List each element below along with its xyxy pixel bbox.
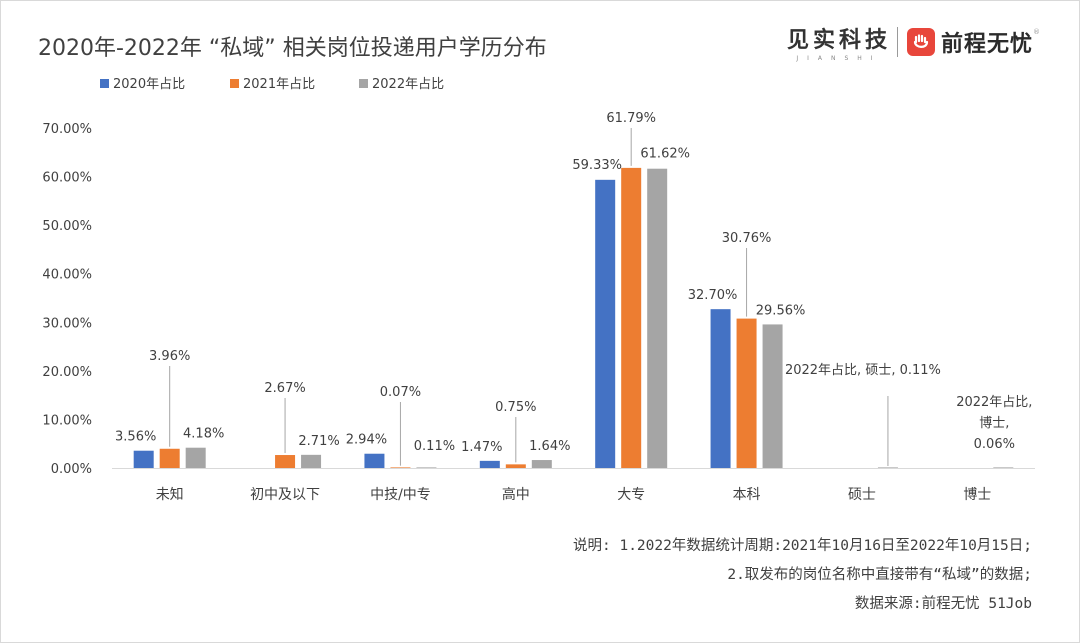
- data-label: 2.94%: [346, 433, 387, 448]
- legend-label: 2021年占比: [243, 77, 315, 92]
- data-label: 4.18%: [183, 427, 224, 442]
- bar: [595, 179, 616, 468]
- y-tick-label: 50.00%: [42, 219, 92, 234]
- x-category-label: 中技/中专: [370, 487, 431, 503]
- y-tick-label: 10.00%: [42, 413, 92, 428]
- bar: [647, 168, 668, 468]
- bar: [185, 447, 206, 468]
- bar: [993, 467, 1014, 468]
- bar: [505, 464, 526, 468]
- x-category-label: 博士: [963, 486, 991, 503]
- data-label: 61.62%: [640, 147, 690, 162]
- bar: [762, 324, 783, 468]
- data-label: 0.07%: [380, 385, 421, 400]
- bar: [301, 454, 322, 468]
- bar: [479, 460, 500, 468]
- x-category-label: 硕士: [848, 487, 876, 503]
- bar: [159, 448, 180, 468]
- x-category-label: 未知: [156, 486, 184, 503]
- data-label: 32.70%: [688, 288, 738, 303]
- brand-logos: 见实科技 JIANSHI 前程无忧 ®: [787, 22, 1040, 62]
- legend-swatch: [359, 79, 368, 88]
- qcwy-logo-text: 前程无忧: [940, 32, 1033, 57]
- bar: [416, 467, 437, 468]
- y-tick-label: 20.00%: [42, 365, 92, 380]
- data-label: 1.64%: [529, 439, 570, 454]
- y-tick-label: 40.00%: [42, 268, 92, 283]
- brand-separator: [896, 27, 898, 57]
- data-label: 0.11%: [414, 439, 455, 454]
- x-category-label: 高中: [502, 486, 530, 503]
- data-label: 59.33%: [572, 158, 622, 173]
- legend-swatch: [100, 79, 109, 88]
- data-label-callout: 2022年占比,: [956, 395, 1032, 410]
- jianshi-logo-subtext: JIANSHI: [796, 55, 882, 62]
- data-label: 1.47%: [461, 440, 502, 455]
- data-label: 0.75%: [495, 400, 536, 415]
- data-label-callout: 博士,: [979, 416, 1009, 431]
- bar: [877, 467, 898, 468]
- chart-title: 2020年-2022年 “私域” 相关岗位投递用户学历分布: [38, 36, 547, 61]
- data-label: 61.79%: [606, 111, 656, 126]
- y-tick-label: 70.00%: [42, 122, 92, 137]
- bar: [364, 453, 385, 468]
- bar: [275, 455, 296, 468]
- legend-swatch: [230, 79, 239, 88]
- note-line-source: 数据来源:前程无忧 51Job: [854, 596, 1032, 612]
- bar: [531, 460, 552, 468]
- data-label: 2.71%: [298, 434, 339, 449]
- x-category-label: 本科: [733, 487, 761, 503]
- bar: [133, 450, 154, 468]
- y-tick-label: 30.00%: [42, 316, 92, 331]
- legend-label: 2020年占比: [113, 77, 185, 92]
- bar: [390, 467, 411, 468]
- qcwy-hand-icon: [906, 28, 935, 56]
- data-label: 29.56%: [756, 303, 806, 318]
- legend-label: 2022年占比: [372, 77, 444, 92]
- jianshi-logo-text: 见实科技: [786, 28, 891, 53]
- y-tick-label: 0.00%: [51, 462, 92, 477]
- data-label: 2.67%: [264, 381, 305, 396]
- bar: [621, 167, 642, 468]
- note-line-1: 说明: 1.2022年数据统计周期:2021年10月16日至2022年10月15…: [573, 538, 1032, 554]
- x-category-label: 大专: [617, 487, 645, 503]
- data-label: 30.76%: [722, 231, 772, 246]
- x-category-label: 初中及以下: [250, 486, 320, 503]
- data-label-callout: 2022年占比, 硕士, 0.11%: [785, 363, 941, 378]
- jianshi-logo: 见实科技 JIANSHI: [787, 22, 891, 62]
- registered-mark: ®: [1033, 28, 1040, 36]
- bar: [736, 318, 757, 468]
- bar: [710, 309, 731, 468]
- data-label-callout: 0.06%: [974, 437, 1015, 452]
- data-label: 3.96%: [149, 349, 190, 364]
- data-label: 3.56%: [115, 430, 156, 445]
- y-tick-label: 60.00%: [42, 171, 92, 186]
- note-line-2: 2.取发布的岗位名称中直接带有“私域”的数据;: [727, 567, 1032, 583]
- chart-notes: 说明: 1.2022年数据统计周期:2021年10月16日至2022年10月15…: [412, 532, 1032, 619]
